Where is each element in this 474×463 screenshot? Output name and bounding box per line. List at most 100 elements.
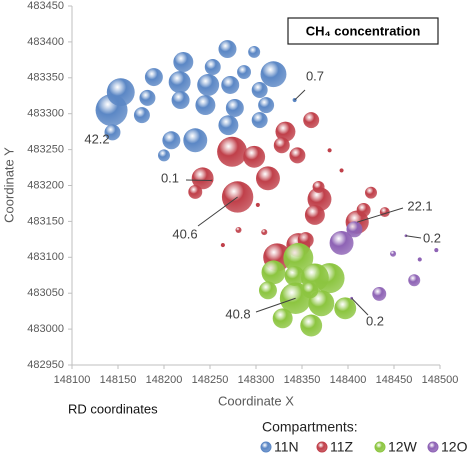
bubble: [139, 89, 156, 106]
bubble: [255, 166, 280, 191]
data-label: 42.2: [84, 131, 109, 146]
bubble: [237, 65, 252, 80]
bubble: [261, 260, 286, 285]
legend-marker: [427, 441, 439, 453]
y-tick-label: 483400: [27, 36, 64, 48]
x-tick-label: 148500: [422, 374, 459, 386]
bubble: [390, 250, 397, 257]
legend-label: 12W: [388, 439, 418, 455]
bubble: [272, 308, 293, 329]
x-tick-label: 148450: [376, 374, 413, 386]
title-box: [287, 17, 439, 45]
bubble: [197, 74, 220, 96]
bubble: [275, 121, 296, 142]
bubble: [260, 61, 287, 88]
x-axis-label: Coordinate X: [218, 393, 294, 408]
x-tick-label: 148100: [54, 374, 91, 386]
bubble: [255, 202, 260, 207]
leader-line: [197, 196, 238, 227]
bubble: [303, 112, 320, 129]
data-label: 22.1: [407, 198, 432, 213]
y-tick-label: 482950: [27, 359, 64, 371]
bubble: [251, 82, 268, 98]
bubble: [251, 112, 268, 129]
y-tick-label: 483150: [27, 215, 64, 227]
y-tick-label: 483250: [27, 144, 64, 156]
bubble: [217, 136, 248, 167]
bubble: [339, 168, 344, 173]
bubble: [144, 68, 163, 87]
bubble: [195, 95, 216, 116]
bubble: [162, 131, 181, 150]
bubble: [284, 265, 305, 286]
data-label: 0.2: [423, 230, 441, 245]
bubble: [204, 59, 221, 76]
leader-line: [405, 235, 422, 239]
leader-line: [357, 207, 404, 223]
bubble: [417, 257, 422, 262]
y-tick-label: 483300: [27, 108, 64, 120]
bubble: [220, 243, 225, 248]
bubble: [261, 229, 268, 236]
bubble: [106, 78, 135, 107]
bubble: [327, 148, 332, 153]
bubble: [365, 186, 377, 199]
bubble: [133, 107, 150, 124]
bubble: [221, 75, 240, 94]
bubble: [329, 230, 354, 255]
y-tick-label: 483050: [27, 287, 64, 299]
bubble: [408, 274, 421, 287]
subtitle: RD coordinates: [68, 401, 158, 416]
x-tick-label: 148400: [330, 374, 367, 386]
y-tick-label: 483100: [27, 251, 64, 263]
data-label: 40.8: [225, 306, 250, 321]
x-tick-label: 148350: [284, 374, 321, 386]
bubble: [168, 71, 191, 94]
x-tick-label: 148200: [146, 374, 183, 386]
bubble: [225, 98, 244, 117]
legend-title: Compartments:: [262, 419, 358, 435]
bubble: [183, 128, 208, 153]
bubble: [258, 97, 275, 114]
bubble: [243, 145, 266, 168]
bubble: [346, 221, 363, 238]
bubble: [235, 226, 242, 234]
legend-marker: [316, 441, 328, 453]
bubble: [304, 204, 325, 225]
bubble: [434, 248, 439, 253]
x-tick-label: 148250: [192, 374, 229, 386]
leader-line: [255, 297, 296, 313]
y-tick-label: 483350: [27, 72, 64, 84]
bubble: [283, 243, 314, 273]
bubble: [218, 40, 237, 59]
legend-label: 12O: [441, 439, 468, 455]
data-label: 40.6: [172, 226, 197, 241]
bubble: [158, 149, 170, 162]
leader-line: [294, 89, 306, 101]
x-tick-label: 148150: [100, 374, 137, 386]
legend-marker: [374, 441, 386, 453]
y-tick-label: 483000: [27, 323, 64, 335]
bubble: [104, 124, 121, 141]
bubble: [289, 147, 306, 164]
y-axis-label: Coordinate Y: [1, 147, 16, 223]
chart-title: CH₄ concentration: [306, 23, 421, 38]
bubble: [356, 202, 371, 217]
data-label: 0.2: [366, 313, 384, 328]
bubble: [188, 184, 203, 199]
y-tick-label: 483200: [27, 179, 64, 191]
legend-marker: [260, 441, 272, 453]
y-tick-label: 483450: [27, 0, 64, 12]
bubble: [300, 314, 323, 337]
bubble: [191, 167, 214, 190]
bubble: [372, 286, 387, 301]
bubble: [258, 281, 277, 300]
legend-label: 11Z: [330, 439, 354, 455]
legend-label: 11N: [274, 439, 299, 455]
bubble: [273, 137, 290, 154]
bubble: [171, 91, 190, 110]
bubble: [248, 45, 261, 58]
leader-line: [351, 297, 369, 316]
bubble: [302, 282, 319, 299]
